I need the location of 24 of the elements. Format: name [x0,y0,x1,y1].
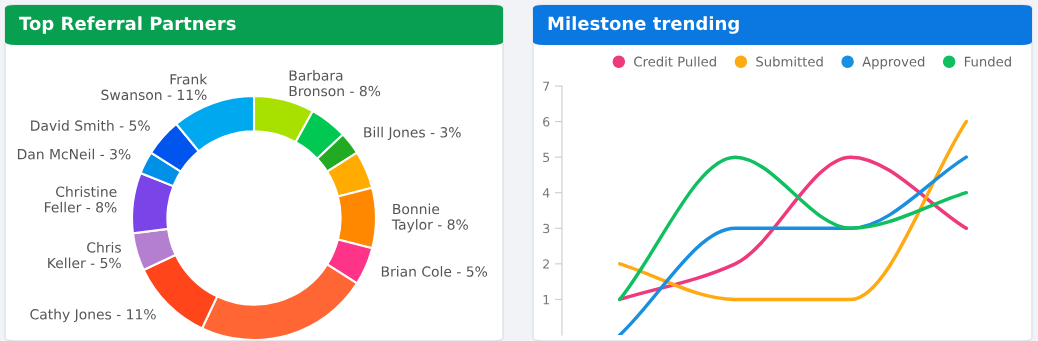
legend-label: Funded [964,56,1011,67]
y-tick-label: 6 [543,117,550,127]
line-series [618,155,968,302]
legend-label: Credit Pulled [634,56,716,67]
y-tick-label: 3 [543,223,550,234]
chart-title: Milestone trending [548,16,739,34]
slice-label: Frank Swanson - 11% [101,73,208,101]
y-tick-label: 4 [542,188,550,198]
legend-label: Approved [862,56,925,70]
y-tick-label: 7 [543,81,550,91]
slice-label: Barbara Bronson - 8% [289,69,381,97]
slice-label: Cathy Jones - 11% [30,308,156,323]
slice-label: Brian Cole - 5% [381,266,488,277]
y-tick-label: 5 [543,152,550,163]
y-tick-label: 1 [543,295,550,305]
chart-title: Top Referral Partners [19,16,236,34]
slice-label: David Smith - 5% [31,120,150,131]
y-tick-label: 2 [543,259,549,269]
slice-label: Dan McNeil - 3% [17,148,131,160]
slice-label: Bonnie Taylor - 8% [391,203,468,233]
slice-label: Bill Jones - 3% [364,126,461,141]
slice-label: Christine Feller - 8% [44,186,117,213]
legend-label: Submitted [756,56,823,67]
slice-label: Chris Keller - 5% [48,241,121,269]
